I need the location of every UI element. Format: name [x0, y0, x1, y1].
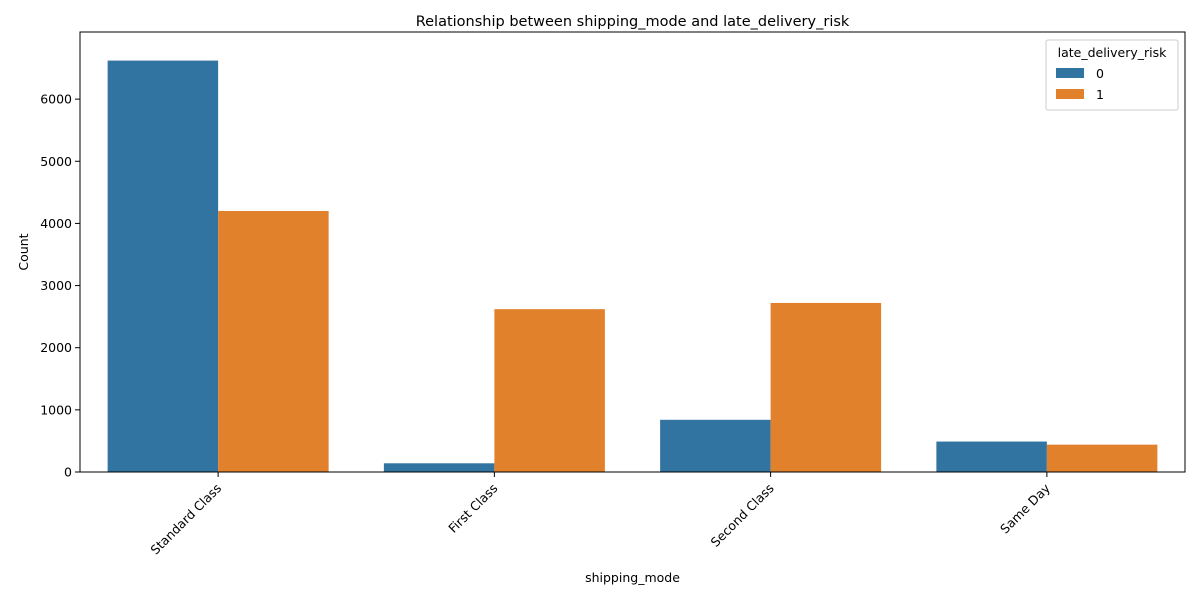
y-axis-label: Count: [16, 233, 31, 270]
x-axis-label: shipping_mode: [585, 570, 680, 585]
y-axis-ticks: 0 1000 2000 3000 4000 5000 6000: [40, 92, 80, 480]
legend-items: 01: [1056, 66, 1104, 102]
y-tick-label: 5000: [40, 154, 72, 169]
y-tick-label: 3000: [40, 278, 72, 293]
y-tick-label: 4000: [40, 216, 72, 231]
bar-same-day-risk-1: [1046, 444, 1158, 472]
axes-frame: [79, 31, 1186, 473]
legend-swatch-1: [1056, 89, 1084, 99]
bar-same-day-risk-0: [936, 441, 1047, 472]
bar-standard-class-risk-0: [107, 60, 219, 472]
x-tick-label: Second Class: [708, 481, 777, 550]
legend-label-1: 1: [1096, 87, 1104, 102]
x-axis-ticks: Standard Class First Class Second Class Sam…: [147, 472, 1053, 557]
plot-area: 0 1000 2000 3000 4000 5000 6000 Standard Class…: [40, 31, 1186, 557]
bar-second-class-risk-1: [770, 302, 882, 472]
bar-first-class-risk-0: [383, 463, 495, 472]
legend-swatch-0: [1056, 68, 1084, 78]
bar-second-class-risk-0: [660, 419, 771, 472]
bar-standard-class-risk-1: [218, 210, 329, 473]
x-tick-label: First Class: [445, 481, 500, 536]
y-tick-label: 1000: [40, 402, 72, 417]
y-tick-label: 2000: [40, 340, 72, 355]
x-tick-label: Same Day: [997, 480, 1053, 536]
legend-title: late_delivery_risk: [1058, 45, 1168, 60]
bar-first-class-risk-1: [494, 309, 605, 472]
legend: late_delivery_risk 01: [1045, 39, 1179, 111]
x-tick-label: Standard Class: [147, 481, 224, 558]
chart-title: Relationship between shipping_mode and l…: [416, 14, 850, 30]
bars-group: [107, 60, 1158, 473]
y-tick-label: 0: [64, 465, 72, 480]
y-tick-label: 6000: [40, 92, 72, 107]
legend-label-0: 0: [1096, 66, 1104, 81]
